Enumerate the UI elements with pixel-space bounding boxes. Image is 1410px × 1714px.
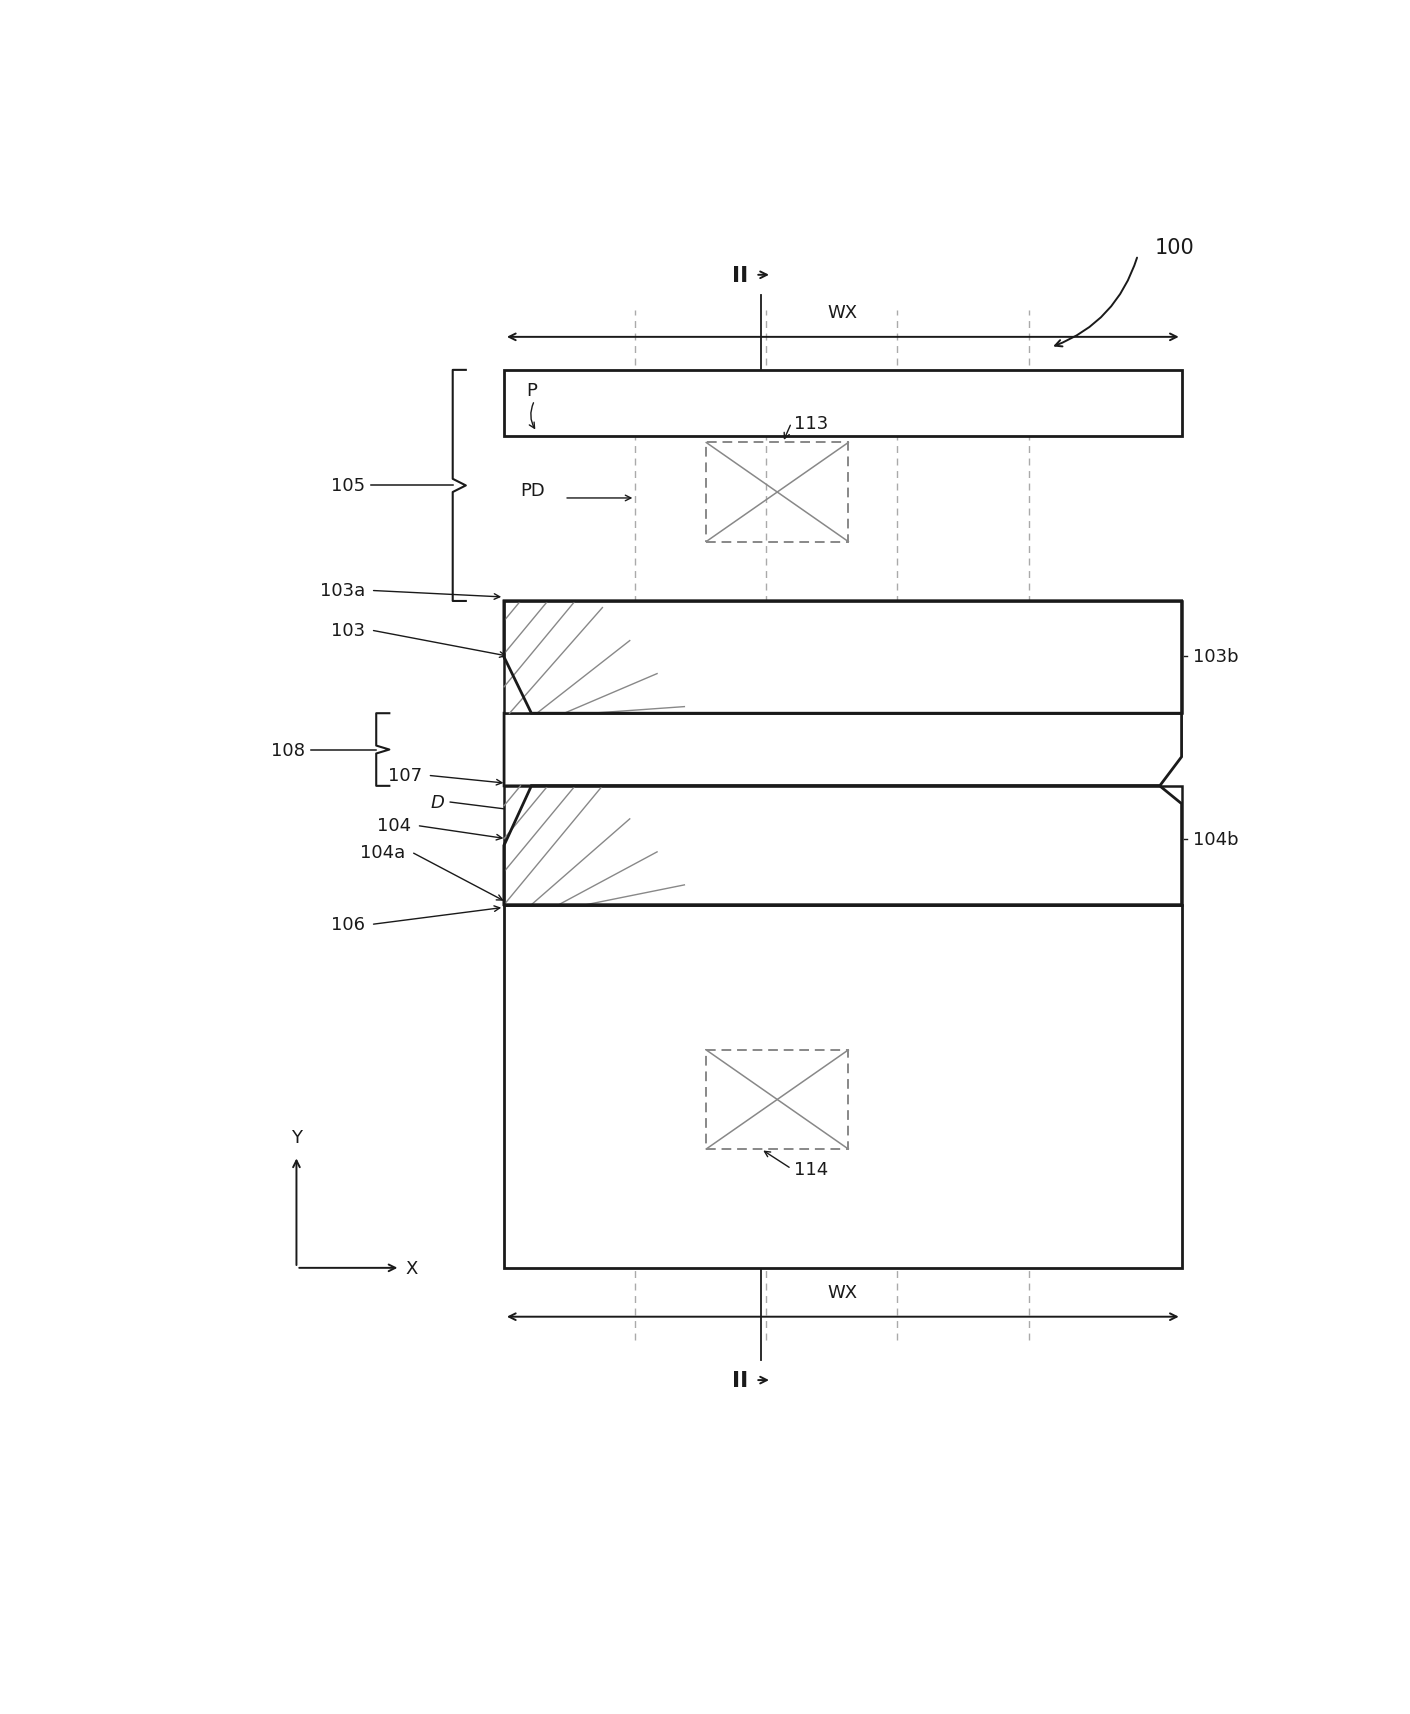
Polygon shape: [505, 602, 1182, 713]
Text: Y: Y: [290, 1130, 302, 1147]
Polygon shape: [505, 713, 1182, 787]
Polygon shape: [505, 787, 1182, 905]
Text: 114: 114: [794, 1160, 828, 1178]
Text: 103: 103: [331, 622, 365, 639]
Polygon shape: [505, 370, 1182, 437]
Text: 104a: 104a: [361, 843, 406, 862]
Text: 105: 105: [331, 476, 365, 494]
Text: 108: 108: [271, 742, 305, 759]
Text: 104b: 104b: [1193, 830, 1238, 848]
Text: D: D: [430, 794, 444, 811]
Text: 103b: 103b: [1193, 648, 1238, 667]
Polygon shape: [505, 602, 1182, 713]
Text: II: II: [732, 266, 747, 286]
Text: 103a: 103a: [320, 583, 365, 600]
Polygon shape: [505, 787, 1182, 905]
Text: 113: 113: [794, 415, 828, 432]
Text: 106: 106: [331, 915, 365, 934]
Text: X: X: [406, 1260, 419, 1277]
Text: PD: PD: [520, 482, 546, 500]
Text: WX: WX: [828, 1284, 857, 1301]
Polygon shape: [505, 905, 1182, 1268]
Text: 107: 107: [388, 766, 422, 785]
Text: 100: 100: [1155, 238, 1194, 257]
Text: II: II: [732, 1369, 747, 1390]
Text: P: P: [526, 382, 537, 399]
Text: 104: 104: [376, 818, 412, 835]
Text: WX: WX: [828, 303, 857, 322]
